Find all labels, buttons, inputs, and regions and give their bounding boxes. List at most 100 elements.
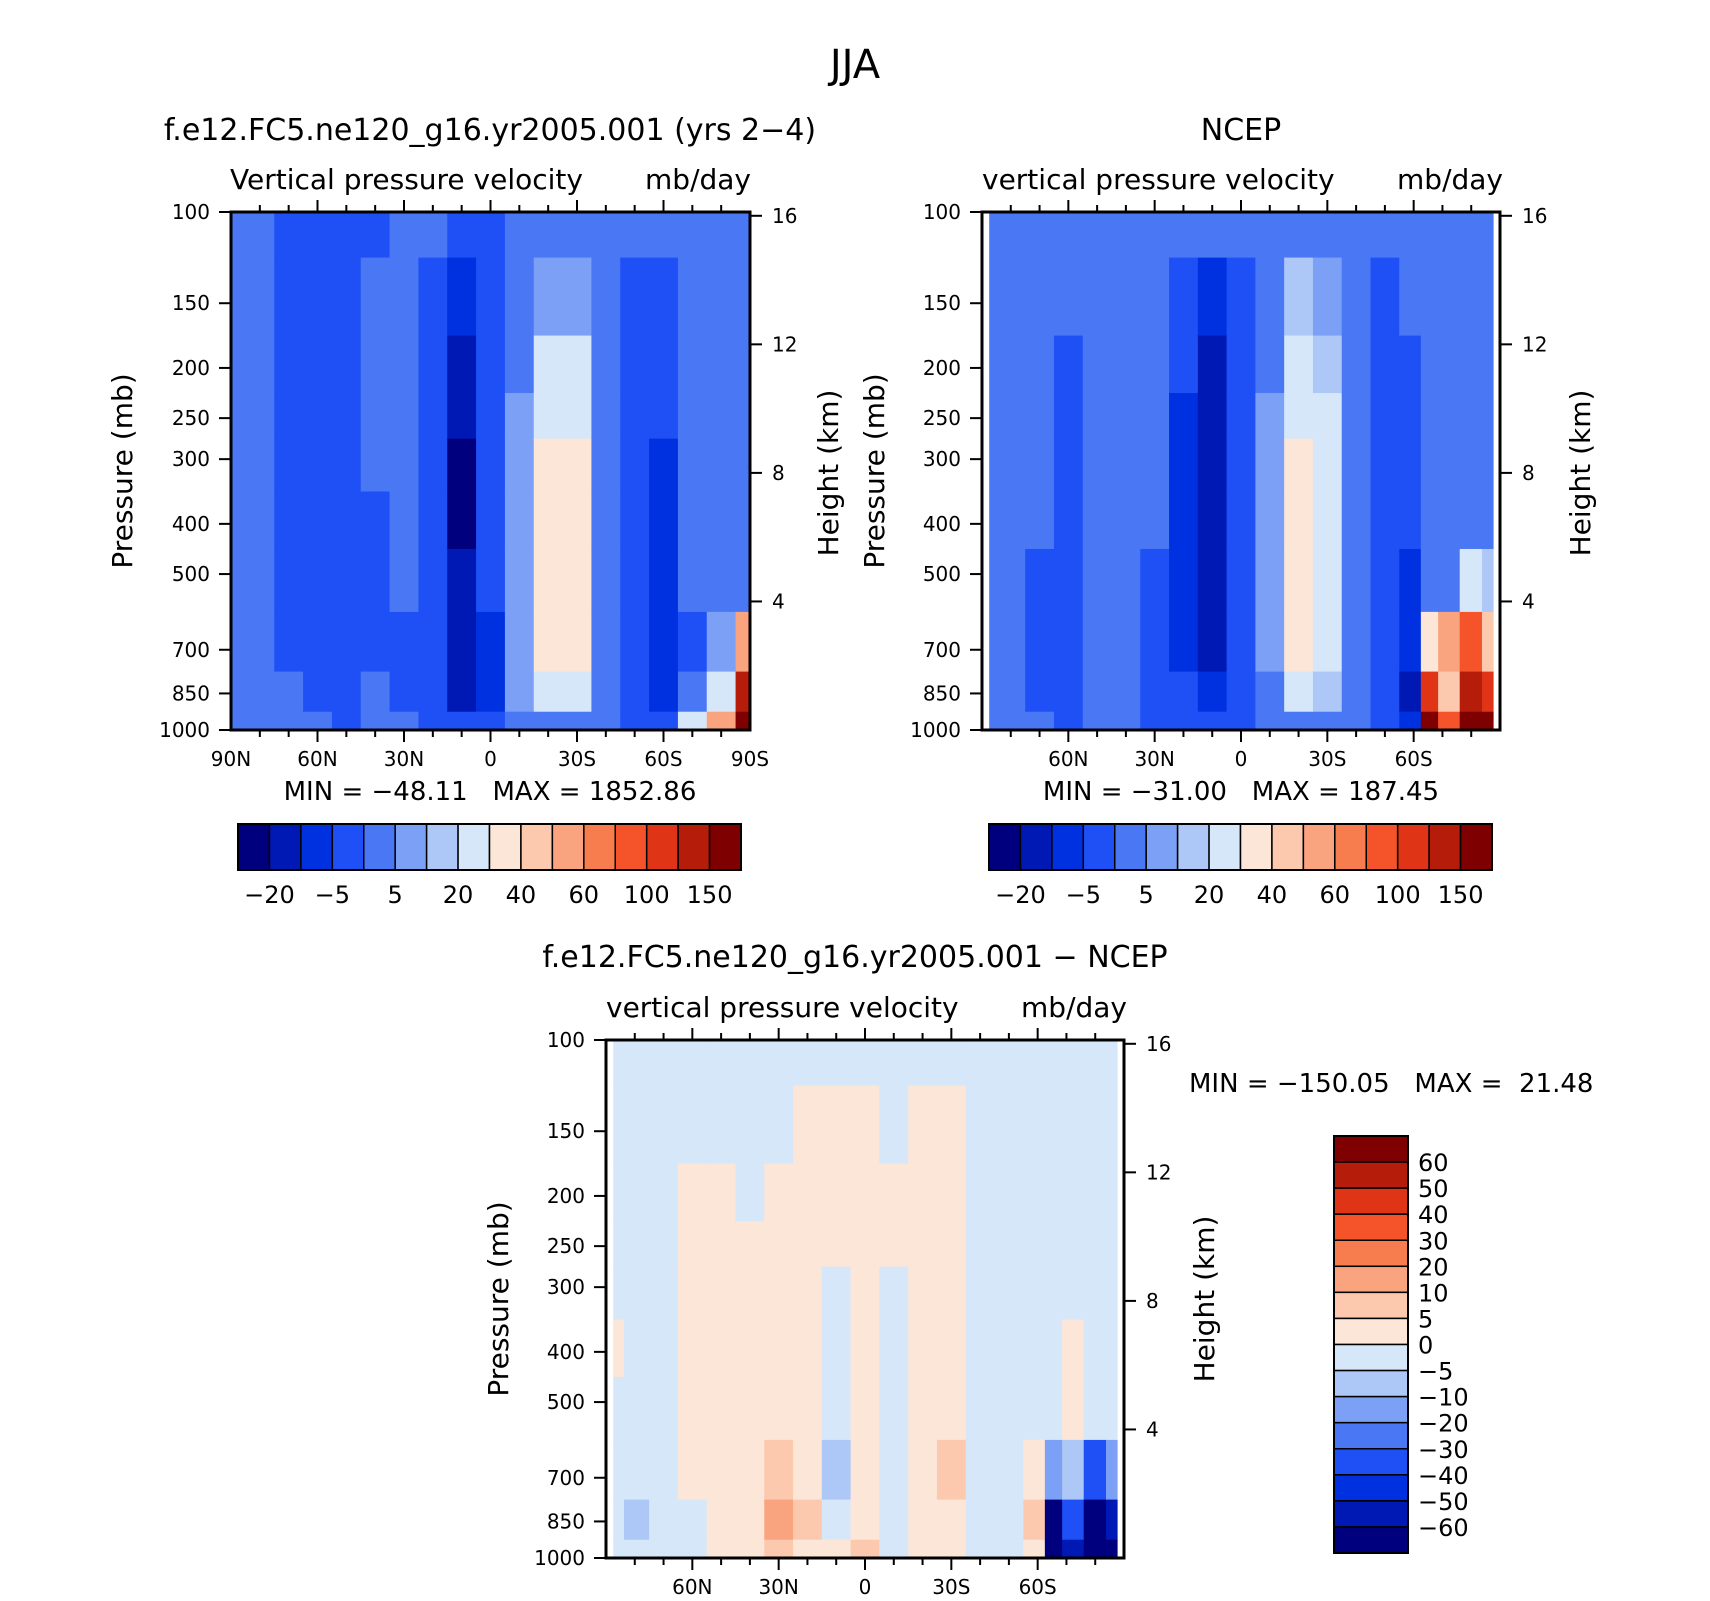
colorbar-box bbox=[300, 823, 334, 871]
field-cell bbox=[821, 1221, 852, 1268]
field-cell bbox=[1083, 1163, 1107, 1222]
field-cell bbox=[908, 1163, 938, 1222]
field-cell bbox=[793, 1266, 823, 1321]
field-cell bbox=[1226, 611, 1257, 673]
field-cell bbox=[649, 548, 679, 613]
field-cell bbox=[418, 438, 449, 493]
y2-tick-label: 8 bbox=[1522, 461, 1535, 485]
field-cell bbox=[879, 1376, 909, 1441]
field-cell bbox=[274, 393, 304, 440]
plot-area bbox=[231, 212, 750, 730]
field-cell bbox=[476, 611, 506, 673]
field-cell bbox=[389, 393, 420, 440]
y2-tick-label: 16 bbox=[1522, 204, 1547, 228]
field-cell bbox=[850, 1319, 881, 1378]
field-cell bbox=[1140, 711, 1170, 730]
field-cell bbox=[1053, 711, 1084, 730]
field-cell bbox=[1420, 438, 1439, 493]
field-cell bbox=[735, 393, 750, 440]
field-cell bbox=[879, 1499, 909, 1541]
field-cell bbox=[649, 1221, 679, 1268]
field-cell bbox=[735, 212, 750, 259]
field-cell bbox=[274, 491, 304, 550]
field-cell bbox=[936, 1163, 967, 1222]
field-cell bbox=[476, 393, 506, 440]
field-cell bbox=[1062, 1085, 1085, 1165]
field-cell bbox=[1370, 393, 1401, 440]
field-cell bbox=[1341, 711, 1372, 730]
field-cell bbox=[1482, 491, 1494, 550]
field-cell bbox=[1062, 1319, 1085, 1378]
field-cell bbox=[821, 1439, 852, 1501]
field-cell bbox=[965, 1499, 996, 1541]
field-cell bbox=[1053, 335, 1084, 394]
field-cell bbox=[245, 491, 276, 550]
field-cell bbox=[447, 335, 477, 394]
field-cell bbox=[1053, 257, 1084, 337]
field-cell bbox=[735, 335, 750, 394]
colorbar-box bbox=[1333, 1265, 1409, 1294]
field-cell bbox=[706, 438, 737, 493]
field-cell bbox=[231, 671, 247, 713]
field-cell bbox=[677, 491, 708, 550]
field-cell bbox=[1111, 711, 1142, 730]
field-cell bbox=[735, 1163, 766, 1222]
field-cell bbox=[1111, 611, 1142, 673]
field-cell bbox=[613, 1319, 625, 1378]
field-cell bbox=[677, 212, 708, 259]
field-cell bbox=[989, 393, 1001, 440]
field-cell bbox=[331, 491, 362, 550]
field-cell bbox=[1284, 212, 1314, 259]
x-tick-label: 90N bbox=[211, 747, 251, 771]
field-cell bbox=[1341, 611, 1372, 673]
field-cell bbox=[303, 671, 333, 713]
axes-frame: 100 150 200 250 300 400 500 700 850 1000 16 12 8 4 60N… bbox=[534, 1028, 1171, 1599]
field-cell bbox=[908, 1266, 938, 1321]
field-cell bbox=[1438, 611, 1461, 673]
field-cell bbox=[1044, 1439, 1063, 1501]
field-cell bbox=[1312, 611, 1343, 673]
field-cell bbox=[1341, 212, 1372, 259]
field-cell bbox=[1106, 1085, 1118, 1165]
field-cell bbox=[620, 611, 650, 673]
field-cell bbox=[1312, 212, 1343, 259]
colorbar-box bbox=[1333, 1448, 1409, 1476]
colorbar-box bbox=[1333, 1343, 1409, 1372]
field-cell bbox=[1197, 438, 1228, 493]
field-cell bbox=[706, 1266, 737, 1321]
colorbar-box bbox=[1145, 823, 1179, 871]
y2-tick-label: 16 bbox=[1146, 1032, 1171, 1056]
field-cell bbox=[504, 548, 535, 613]
field-cell bbox=[360, 548, 391, 613]
field-cell bbox=[476, 438, 506, 493]
colorbar-box bbox=[1333, 1213, 1409, 1241]
y-tick-label: 200 bbox=[172, 356, 210, 380]
field-cell bbox=[447, 611, 477, 673]
field-cell bbox=[879, 1266, 909, 1321]
field-cell bbox=[231, 393, 247, 440]
field-cell bbox=[1438, 212, 1461, 259]
field-cell bbox=[936, 1319, 967, 1378]
colorbar-box bbox=[1333, 1161, 1409, 1189]
field-cell bbox=[1255, 491, 1285, 550]
field-cell bbox=[821, 1499, 852, 1541]
field-cell bbox=[1226, 491, 1257, 550]
field-cell bbox=[1083, 1221, 1107, 1268]
field-cell bbox=[476, 335, 506, 394]
field-cell bbox=[504, 491, 535, 550]
field-cell bbox=[533, 548, 564, 613]
field-cell bbox=[1420, 393, 1439, 440]
field-cell bbox=[965, 1266, 996, 1321]
field-cell bbox=[613, 1085, 625, 1165]
field-cell bbox=[447, 671, 477, 713]
field-cell bbox=[1197, 711, 1228, 730]
colorbar-label: −20 bbox=[1418, 1410, 1469, 1438]
field-cell bbox=[533, 393, 564, 440]
field-cell bbox=[1023, 1539, 1046, 1558]
y-tick-label: 850 bbox=[923, 681, 961, 705]
y2-tick-label: 8 bbox=[1146, 1289, 1159, 1313]
field-cell bbox=[360, 491, 391, 550]
field-cell bbox=[1169, 335, 1199, 394]
y-tick-label: 250 bbox=[172, 406, 210, 430]
field-cell bbox=[613, 1376, 625, 1441]
